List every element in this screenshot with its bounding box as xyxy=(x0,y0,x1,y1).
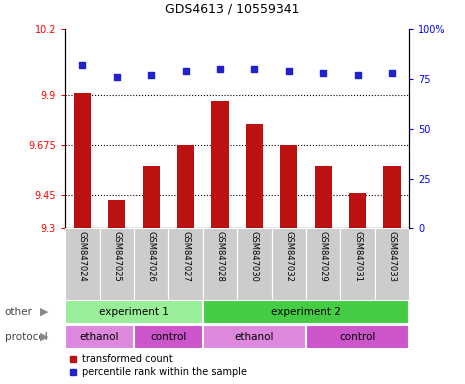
Text: ethanol: ethanol xyxy=(235,332,274,342)
Text: control: control xyxy=(150,332,186,342)
Bar xyxy=(280,145,297,228)
Text: experiment 1: experiment 1 xyxy=(99,307,169,317)
Point xyxy=(147,72,155,78)
Bar xyxy=(272,228,306,300)
Text: GSM847031: GSM847031 xyxy=(353,231,362,281)
Text: control: control xyxy=(339,332,376,342)
Bar xyxy=(73,93,91,228)
Text: GSM847025: GSM847025 xyxy=(112,231,121,281)
Text: GSM847033: GSM847033 xyxy=(387,231,397,281)
Bar xyxy=(237,228,272,300)
Text: GSM847026: GSM847026 xyxy=(146,231,156,281)
Bar xyxy=(375,228,409,300)
Bar xyxy=(211,101,229,228)
Bar xyxy=(65,228,100,300)
Bar xyxy=(349,193,366,228)
Bar xyxy=(142,166,160,228)
Text: ▶: ▶ xyxy=(40,332,48,342)
Text: GSM847029: GSM847029 xyxy=(319,231,328,281)
Bar xyxy=(203,325,306,349)
Bar xyxy=(314,166,332,228)
Point xyxy=(113,74,120,80)
Point xyxy=(319,70,327,76)
Legend: transformed count, percentile rank within the sample: transformed count, percentile rank withi… xyxy=(70,354,246,377)
Point xyxy=(285,68,292,74)
Bar xyxy=(306,325,409,349)
Bar xyxy=(383,166,400,228)
Text: protocol: protocol xyxy=(5,332,47,342)
Bar xyxy=(168,228,203,300)
Bar xyxy=(65,300,203,324)
Text: GSM847028: GSM847028 xyxy=(215,231,225,281)
Text: other: other xyxy=(5,307,33,317)
Bar xyxy=(246,124,263,228)
Bar xyxy=(203,228,237,300)
Bar xyxy=(100,228,134,300)
Text: GSM847032: GSM847032 xyxy=(284,231,293,281)
Text: GSM847030: GSM847030 xyxy=(250,231,259,281)
Bar xyxy=(108,200,125,228)
Point xyxy=(251,66,258,72)
Bar xyxy=(306,228,340,300)
Text: GSM847024: GSM847024 xyxy=(78,231,87,281)
Bar xyxy=(134,325,203,349)
Bar xyxy=(340,228,375,300)
Bar xyxy=(65,325,134,349)
Bar xyxy=(203,300,409,324)
Bar xyxy=(134,228,168,300)
Text: GDS4613 / 10559341: GDS4613 / 10559341 xyxy=(165,2,300,15)
Text: experiment 2: experiment 2 xyxy=(271,307,341,317)
Point xyxy=(388,70,396,76)
Text: ▶: ▶ xyxy=(40,307,48,317)
Text: ethanol: ethanol xyxy=(80,332,119,342)
Point xyxy=(182,68,189,74)
Point xyxy=(79,62,86,68)
Text: GSM847027: GSM847027 xyxy=(181,231,190,281)
Point xyxy=(354,72,361,78)
Bar xyxy=(177,145,194,228)
Point xyxy=(216,66,224,72)
